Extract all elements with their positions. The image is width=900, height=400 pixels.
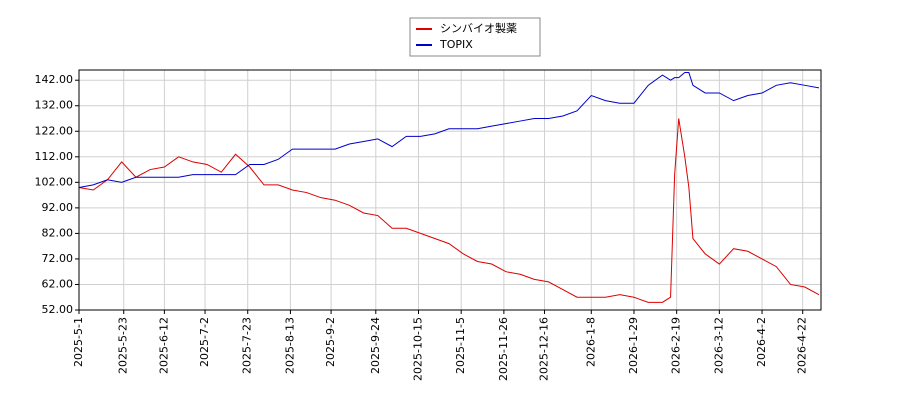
y-tick-label: 132.00 <box>35 99 74 112</box>
y-tick-label: 82.00 <box>42 226 74 239</box>
x-tick-label: 2026-3-12 <box>712 317 725 374</box>
x-tick-label: 2025-12-16 <box>538 317 551 381</box>
x-tick-label: 2025-10-15 <box>411 317 424 381</box>
y-tick-label: 122.00 <box>35 124 74 137</box>
grid <box>78 70 821 311</box>
y-tick-label: 102.00 <box>35 175 74 188</box>
legend-box <box>409 17 541 57</box>
x-tick-label: 2025-6-12 <box>157 317 170 374</box>
y-tick-label: 112.00 <box>35 150 74 163</box>
x-tick-label: 2025-9-24 <box>369 317 382 374</box>
x-tick-label: 2025-5-1 <box>72 317 85 367</box>
y-tick-label: 62.00 <box>42 277 74 290</box>
lines <box>78 72 820 303</box>
legend-label: シンバイオ製薬 <box>440 21 517 35</box>
y-tick-label: 142.00 <box>35 73 74 86</box>
x-tick-label: 2025-7-2 <box>198 317 211 367</box>
y-tick-label: 92.00 <box>42 201 74 214</box>
y-tick-label: 72.00 <box>42 252 74 265</box>
x-tick-label: 2026-2-19 <box>670 317 683 374</box>
legend-label: TOPIX <box>439 38 473 51</box>
x-tick-label: 2025-5-23 <box>117 317 130 374</box>
plot-frame <box>78 69 822 311</box>
x-tick-label: 2026-1-8 <box>584 317 597 367</box>
x-tick-label: 2025-8-13 <box>283 317 296 374</box>
axes: 52.00 62.00 72.00 82.00 92.00 102.00 112.00 122… <box>35 73 809 381</box>
x-tick-label: 2025-7-23 <box>241 317 254 374</box>
x-tick-label: 2025-11-5 <box>454 317 467 374</box>
x-tick-label: 2026-4-2 <box>755 317 768 367</box>
x-tick-label: 2026-4-22 <box>796 317 809 374</box>
x-tick-label: 2026-1-29 <box>627 317 640 374</box>
legend: シンバイオ製薬 TOPIX <box>409 17 541 57</box>
x-tick-label: 2025-9-2 <box>324 317 337 367</box>
y-tick-label: 52.00 <box>42 303 74 316</box>
series-line <box>78 72 820 188</box>
series-line <box>78 118 820 303</box>
x-tick-label: 2025-11-26 <box>497 317 510 381</box>
